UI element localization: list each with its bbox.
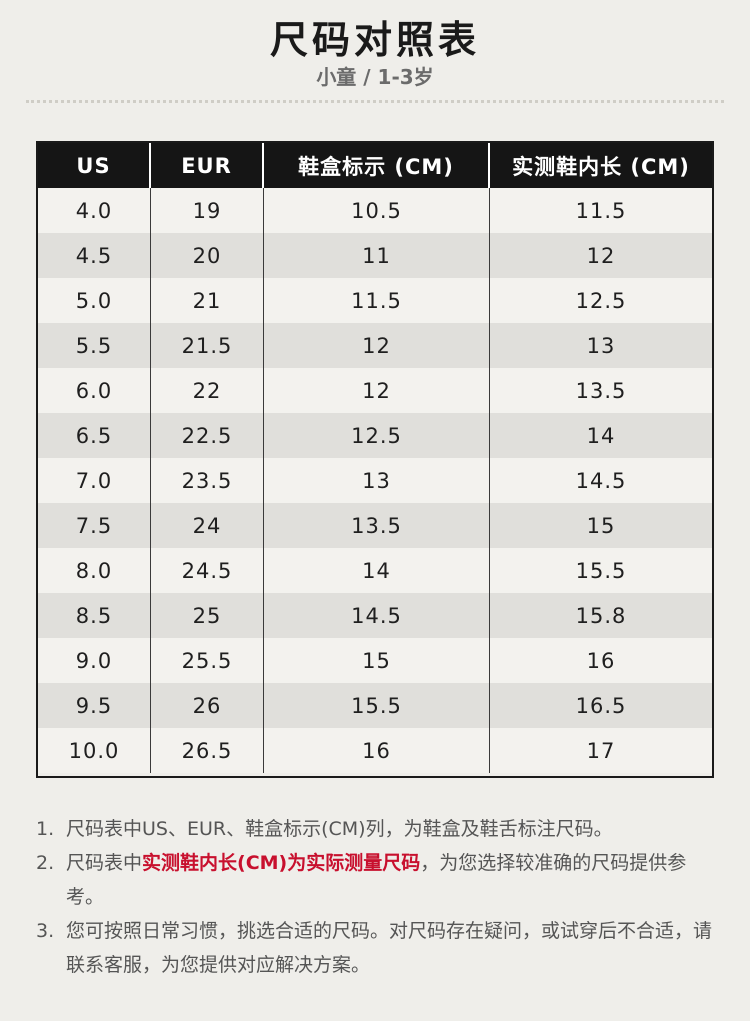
cell-box-label: 12 [264, 323, 490, 368]
header-box-label: 鞋盒标示 (CM) [264, 143, 490, 188]
table-row: 6.0 22 12 13.5 [38, 368, 712, 413]
table-row: 5.0 21 11.5 12.5 [38, 278, 712, 323]
cell-eur: 19 [151, 188, 264, 233]
cell-box-label: 12.5 [264, 413, 490, 458]
cell-eur: 21 [151, 278, 264, 323]
cell-box-label: 14.5 [264, 593, 490, 638]
cell-box-label: 16 [264, 728, 490, 773]
table-row: 4.0 19 10.5 11.5 [38, 188, 712, 233]
cell-measured-length: 13.5 [575, 378, 627, 403]
cell-eur: 25.5 [151, 638, 264, 683]
cell-box-label: 13 [264, 458, 490, 503]
note-highlight-text: 实测鞋内长(CM)为实际测量尺码 [142, 852, 421, 874]
note-item: 1. 尺码表中US、EUR、鞋盒标示(CM)列，为鞋盒及鞋舌标注尺码。 [36, 812, 718, 846]
cell-eur: 24.5 [151, 548, 264, 593]
cell-box-label: 15.5 [264, 683, 490, 728]
cell-us: 4.0 [38, 188, 151, 233]
cell-measured-length: 13 [586, 333, 616, 358]
table-header: US EUR 鞋盒标示 (CM) 实测鞋内长 (CM) [38, 143, 712, 188]
size-table: US EUR 鞋盒标示 (CM) 实测鞋内长 (CM) 4.0 19 10.5 11.… [36, 141, 714, 778]
note-text-part: 您可按照日常习惯，挑选合适的尺码。对尺码存在疑问，或试穿后不合适，请联系客服，为… [66, 920, 713, 976]
cell-box-label: 11.5 [264, 278, 490, 323]
table-row: 8.0 24.5 14 15.5 [38, 548, 712, 593]
cell-eur: 24 [151, 503, 264, 548]
cell-eur: 26 [151, 683, 264, 728]
cell-box-label: 15 [264, 638, 490, 683]
table-row: 6.5 22.5 12.5 14 [38, 413, 712, 458]
cell-box-label: 12 [264, 368, 490, 413]
table-row: 7.5 24 13.5 15 [38, 503, 712, 548]
table-row: 9.0 25.5 15 16 [38, 638, 712, 683]
cell-eur: 22.5 [151, 413, 264, 458]
table-row: 9.5 26 15.5 16.5 [38, 683, 712, 728]
header-eur: EUR [151, 143, 264, 188]
cell-us: 10.0 [38, 728, 151, 773]
header-measured-length: 实测鞋内长 (CM) [512, 154, 690, 179]
cell-eur: 26.5 [151, 728, 264, 773]
note-text-part: 尺码表中US、EUR、鞋盒标示(CM)列，为鞋盒及鞋舌标注尺码。 [66, 818, 613, 840]
cell-measured-length: 16.5 [575, 693, 627, 718]
cell-measured-length: 12.5 [575, 288, 627, 313]
table-row: 7.0 23.5 13 14.5 [38, 458, 712, 503]
cell-measured-length: 14.5 [575, 468, 627, 493]
cell-us: 4.5 [38, 233, 151, 278]
cell-eur: 25 [151, 593, 264, 638]
cell-us: 5.0 [38, 278, 151, 323]
cell-box-label: 10.5 [264, 188, 490, 233]
table-row: 4.5 20 11 12 [38, 233, 712, 278]
cell-measured-length: 15 [586, 513, 616, 538]
note-text-part: ，为您选择较准确的尺码提供参考。 [66, 852, 687, 908]
note-number: 3. [36, 920, 55, 942]
cell-measured-length: 14 [586, 423, 616, 448]
note-text: 尺码表中实测鞋内长(CM)为实际测量尺码，为您选择较准确的尺码提供参考。 [66, 846, 718, 914]
cell-us: 6.0 [38, 368, 151, 413]
dotted-divider [26, 100, 724, 103]
notes-list: 1. 尺码表中US、EUR、鞋盒标示(CM)列，为鞋盒及鞋舌标注尺码。 2. 尺码表中… [36, 812, 718, 982]
note-number: 2. [36, 852, 55, 874]
cell-us: 8.5 [38, 593, 151, 638]
cell-box-label: 11 [264, 233, 490, 278]
cell-box-label: 14 [264, 548, 490, 593]
cell-measured-length: 16 [586, 648, 616, 673]
cell-us: 7.0 [38, 458, 151, 503]
note-number: 1. [36, 818, 55, 840]
cell-measured-length: 15.8 [575, 603, 627, 628]
note-text-part: 尺码表中 [66, 852, 143, 874]
cell-us: 7.5 [38, 503, 151, 548]
cell-us: 9.0 [38, 638, 151, 683]
cell-eur: 23.5 [151, 458, 264, 503]
note-text: 您可按照日常习惯，挑选合适的尺码。对尺码存在疑问，或试穿后不合适，请联系客服，为… [66, 914, 718, 982]
cell-eur: 20 [151, 233, 264, 278]
table-body: 4.0 19 10.5 11.5 4.5 20 11 12 5.0 21 11.5 12.5 5.5 21… [38, 188, 712, 773]
table-row: 10.0 26.5 16 17 [38, 728, 712, 773]
cell-measured-length: 12 [586, 243, 616, 268]
cell-box-label: 13.5 [264, 503, 490, 548]
cell-us: 9.5 [38, 683, 151, 728]
cell-eur: 22 [151, 368, 264, 413]
cell-measured-length: 15.5 [575, 558, 627, 583]
cell-eur: 21.5 [151, 323, 264, 368]
cell-us: 8.0 [38, 548, 151, 593]
note-item: 2. 尺码表中实测鞋内长(CM)为实际测量尺码，为您选择较准确的尺码提供参考。 [36, 846, 718, 914]
note-text: 尺码表中US、EUR、鞋盒标示(CM)列，为鞋盒及鞋舌标注尺码。 [66, 812, 718, 846]
note-item: 3. 您可按照日常习惯，挑选合适的尺码。对尺码存在疑问，或试穿后不合适，请联系客服… [36, 914, 718, 982]
cell-measured-length: 11.5 [575, 198, 627, 223]
page-title: 尺码对照表 [269, 18, 480, 62]
header-us: US [38, 143, 151, 188]
cell-us: 5.5 [38, 323, 151, 368]
cell-measured-length: 17 [586, 738, 616, 763]
cell-us: 6.5 [38, 413, 151, 458]
page-subtitle: 小童 / 1-3岁 [316, 65, 434, 89]
table-row: 8.5 25 14.5 15.8 [38, 593, 712, 638]
table-row: 5.5 21.5 12 13 [38, 323, 712, 368]
